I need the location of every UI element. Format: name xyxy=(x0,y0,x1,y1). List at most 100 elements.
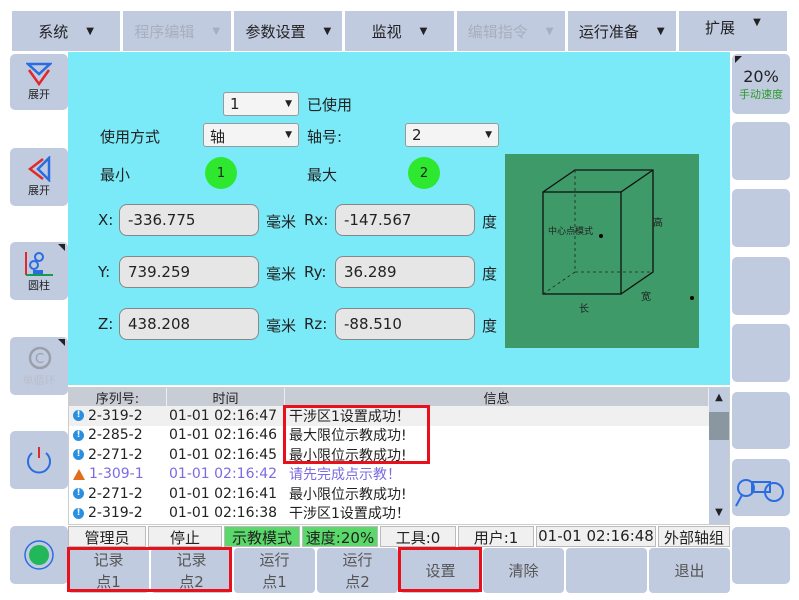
y-unit: 毫米 xyxy=(266,265,297,283)
zone-status: 已使用 xyxy=(307,96,353,114)
bottom-toolbar: 记录 点1 记录 点2 运行 点1 运行 点2 设置 清除 退出 xyxy=(68,548,730,593)
max-label: 最大 xyxy=(307,166,338,184)
z-label: Z: xyxy=(98,315,114,333)
chevron-down-icon: ▼ xyxy=(656,25,665,37)
power-button[interactable] xyxy=(10,431,68,489)
rx-unit: 度 xyxy=(482,213,498,231)
log-row[interactable]: 1-309-1 01-01 02:16:42 请先完成点示教！ xyxy=(69,465,729,485)
record-point2-button[interactable]: 记录 点2 xyxy=(151,548,232,593)
mode-badge: 示教模式 xyxy=(224,526,300,547)
length-label: 长 xyxy=(579,304,589,315)
y-label: Y: xyxy=(98,263,111,281)
zone-select[interactable]: 1 ▼ xyxy=(223,92,299,116)
chevron-down-icon: ▼ xyxy=(485,130,492,140)
right-button-8[interactable] xyxy=(732,527,790,584)
log-header: 序列号: 时间 信息 xyxy=(69,388,729,407)
height-label: 高 xyxy=(653,218,663,229)
x-unit: 毫米 xyxy=(266,213,297,231)
record-icon xyxy=(24,540,54,570)
rz-label: Rz: xyxy=(304,315,328,333)
run-state: 停止 xyxy=(148,526,222,547)
right-button-2[interactable] xyxy=(732,122,790,180)
right-button-3[interactable] xyxy=(732,189,790,247)
empty-button[interactable] xyxy=(566,548,647,593)
mode-select[interactable]: 轴 ▼ xyxy=(203,123,299,147)
menu-edit-instruction[interactable]: 编辑指令 ▼ xyxy=(456,11,565,51)
ext-axis-group[interactable]: 外部轴组 xyxy=(658,526,730,547)
chevron-down-icon: ▼ xyxy=(545,25,554,37)
menu-run-prep[interactable]: 运行准备 ▼ xyxy=(567,11,676,51)
user-frame-select[interactable]: 用户:1 xyxy=(458,526,534,547)
width-label: 宽 xyxy=(641,292,651,303)
scroll-thumb[interactable] xyxy=(709,412,729,440)
run-point1-button[interactable]: 运行 点1 xyxy=(234,548,315,593)
coord-system-button[interactable]: 圆柱 xyxy=(10,242,68,300)
manual-speed-button[interactable]: 20% 手动速度 xyxy=(732,54,790,114)
robot-hand-button[interactable] xyxy=(732,459,790,516)
exit-button[interactable]: 退出 xyxy=(649,548,730,593)
interference-zone-panel: 1 ▼ 已使用 使用方式 轴 ▼ 轴号: 2 ▼ 最小 1 最大 2 X: -336.… xyxy=(68,52,730,385)
axis-label: 轴号: xyxy=(307,128,343,146)
power-icon xyxy=(27,447,51,474)
x-label: X: xyxy=(98,211,114,229)
min-label: 最小 xyxy=(100,166,131,184)
log-row[interactable]: ! 2-285-2 01-01 02:16:46 最大限位示教成功! xyxy=(69,426,729,446)
rx-field[interactable]: -147.567 xyxy=(335,204,475,236)
menu-monitor[interactable]: 监视 ▼ xyxy=(345,11,454,51)
record-point1-button[interactable]: 记录 点1 xyxy=(68,548,149,593)
rz-field[interactable]: -88.510 xyxy=(335,308,475,340)
log-row[interactable]: ! 2-319-2 01-01 02:16:38 干涉区1设置成功！ xyxy=(69,504,729,524)
run-point2-button[interactable]: 运行 点2 xyxy=(317,548,398,593)
axis-select[interactable]: 2 ▼ xyxy=(405,123,499,147)
center-mode-label: 中心点模式 xyxy=(548,227,594,237)
record-button[interactable] xyxy=(10,526,68,584)
expand-button-2[interactable]: 展开 xyxy=(10,148,68,206)
menu-extend[interactable]: 扩展 ▼ xyxy=(678,11,787,51)
max-point-indicator: 2 xyxy=(408,157,440,189)
expand-left-icon xyxy=(27,156,51,182)
chevron-down-icon: ▼ xyxy=(753,17,761,28)
log-row[interactable]: ! 2-319-2 01-01 02:16:47 干涉区1设置成功！ xyxy=(69,406,729,426)
rz-unit: 度 xyxy=(482,317,498,335)
status-bar: 管理员 停止 示教模式 速度:20% 工具:0 用户:1 01-01 02:16… xyxy=(68,526,730,547)
right-button-5[interactable] xyxy=(732,324,790,382)
cycle-icon: C xyxy=(28,346,52,370)
log-scrollbar[interactable]: ▲ ▼ xyxy=(709,388,729,524)
chevron-down-icon: ▼ xyxy=(285,130,292,140)
tool-select[interactable]: 工具:0 xyxy=(380,526,456,547)
y-field[interactable]: 739.259 xyxy=(119,256,259,288)
warning-icon xyxy=(73,468,85,480)
expand-button-1[interactable]: 展开 xyxy=(10,54,68,110)
expand-down-icon xyxy=(26,62,52,86)
rx-label: Rx: xyxy=(304,211,329,229)
chevron-down-icon: ▼ xyxy=(419,25,428,37)
info-icon: ! xyxy=(73,429,84,441)
log-row[interactable]: ! 2-271-2 01-01 02:16:45 最小限位示教成功! xyxy=(69,445,729,465)
clear-button[interactable]: 清除 xyxy=(483,548,564,593)
menu-program-edit[interactable]: 程序编辑 ▼ xyxy=(123,11,232,51)
right-button-4[interactable] xyxy=(732,257,790,315)
clock: 01-01 02:16:48 xyxy=(536,526,656,547)
info-icon: ! xyxy=(73,507,84,519)
z-unit: 毫米 xyxy=(266,317,297,335)
ry-label: Ry: xyxy=(304,263,327,281)
menu-system[interactable]: 系统 ▼ xyxy=(12,11,121,51)
cube-diagram xyxy=(542,169,694,300)
log-row[interactable]: ! 2-271-2 01-01 02:16:41 最小限位示教成功! xyxy=(69,484,729,504)
scroll-up-icon[interactable]: ▲ xyxy=(715,392,723,403)
scroll-down-icon[interactable]: ▼ xyxy=(715,507,723,518)
single-cycle-button[interactable]: C 单循环 xyxy=(10,337,68,395)
chevron-down-icon: ▼ xyxy=(212,25,221,37)
right-button-6[interactable] xyxy=(732,392,790,449)
svg-text:C: C xyxy=(35,352,44,367)
z-field[interactable]: 438.208 xyxy=(119,308,259,340)
robot-hand-icon xyxy=(735,478,784,506)
min-point-indicator: 1 xyxy=(205,157,237,189)
x-field[interactable]: -336.775 xyxy=(119,204,259,236)
set-button[interactable]: 设置 xyxy=(400,548,481,593)
menu-parameters[interactable]: 参数设置 ▼ xyxy=(234,11,343,51)
info-icon: ! xyxy=(73,449,84,461)
speed-badge: 速度:20% xyxy=(302,526,378,547)
ry-field[interactable]: 36.289 xyxy=(335,256,475,288)
user-role[interactable]: 管理员 xyxy=(68,526,146,547)
